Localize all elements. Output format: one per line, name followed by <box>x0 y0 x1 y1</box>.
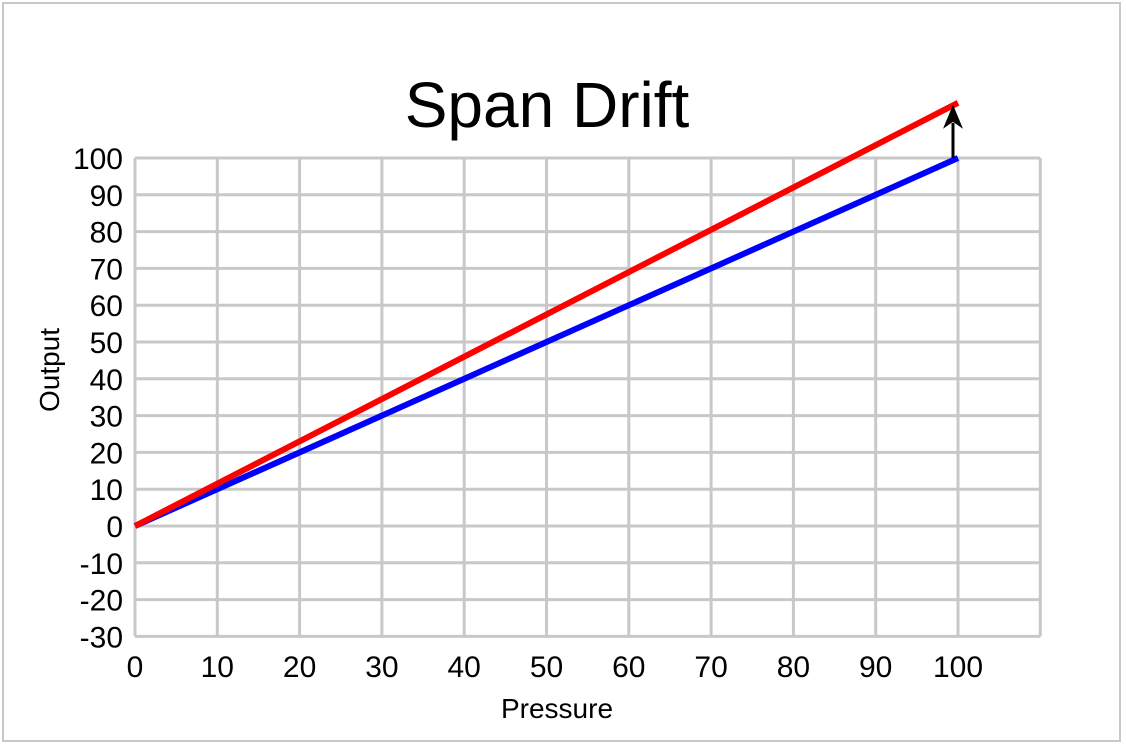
y-axis-label: Output <box>34 328 65 412</box>
x-tick-label: 50 <box>530 651 563 684</box>
x-tick-label: 30 <box>365 651 398 684</box>
y-tick-label: 10 <box>90 474 123 507</box>
y-tick-label: 60 <box>90 290 123 323</box>
y-tick-label: 20 <box>90 437 123 470</box>
y-tick-label: 100 <box>73 143 123 176</box>
series-line-1 <box>133 155 960 529</box>
tick-labels: 0 10 20 30 40 50 60 70 80 90 100100908070605040302… <box>73 143 983 684</box>
y-tick-label: 0 <box>106 511 123 544</box>
drift-arrow-head <box>943 104 963 129</box>
x-tick-label: 100 <box>933 651 983 684</box>
y-tick-label: 90 <box>90 180 123 213</box>
grid <box>133 156 1042 638</box>
x-tick-label: 10 <box>201 651 234 684</box>
series-lines <box>133 100 960 529</box>
x-tick-label: 20 <box>283 651 316 684</box>
x-tick-label: 60 <box>612 651 645 684</box>
x-tick-label: 70 <box>694 651 727 684</box>
y-tick-label: -20 <box>80 585 123 618</box>
y-tick-label: 80 <box>90 217 123 250</box>
x-tick-label: 0 <box>127 651 144 684</box>
y-tick-label: 50 <box>90 327 123 360</box>
y-tick-label: 70 <box>90 253 123 286</box>
y-tick-label: -10 <box>80 548 123 581</box>
y-tick-label: 40 <box>90 364 123 397</box>
x-tick-label: 90 <box>859 651 892 684</box>
x-tick-label: 40 <box>448 651 481 684</box>
series-line-2 <box>133 100 960 529</box>
y-tick-label: -30 <box>80 621 123 654</box>
x-axis-label: Pressure <box>501 693 613 724</box>
chart-title: Span Drift <box>405 69 690 141</box>
y-tick-label: 30 <box>90 401 123 434</box>
x-tick-label: 80 <box>777 651 810 684</box>
annotations <box>943 104 963 158</box>
